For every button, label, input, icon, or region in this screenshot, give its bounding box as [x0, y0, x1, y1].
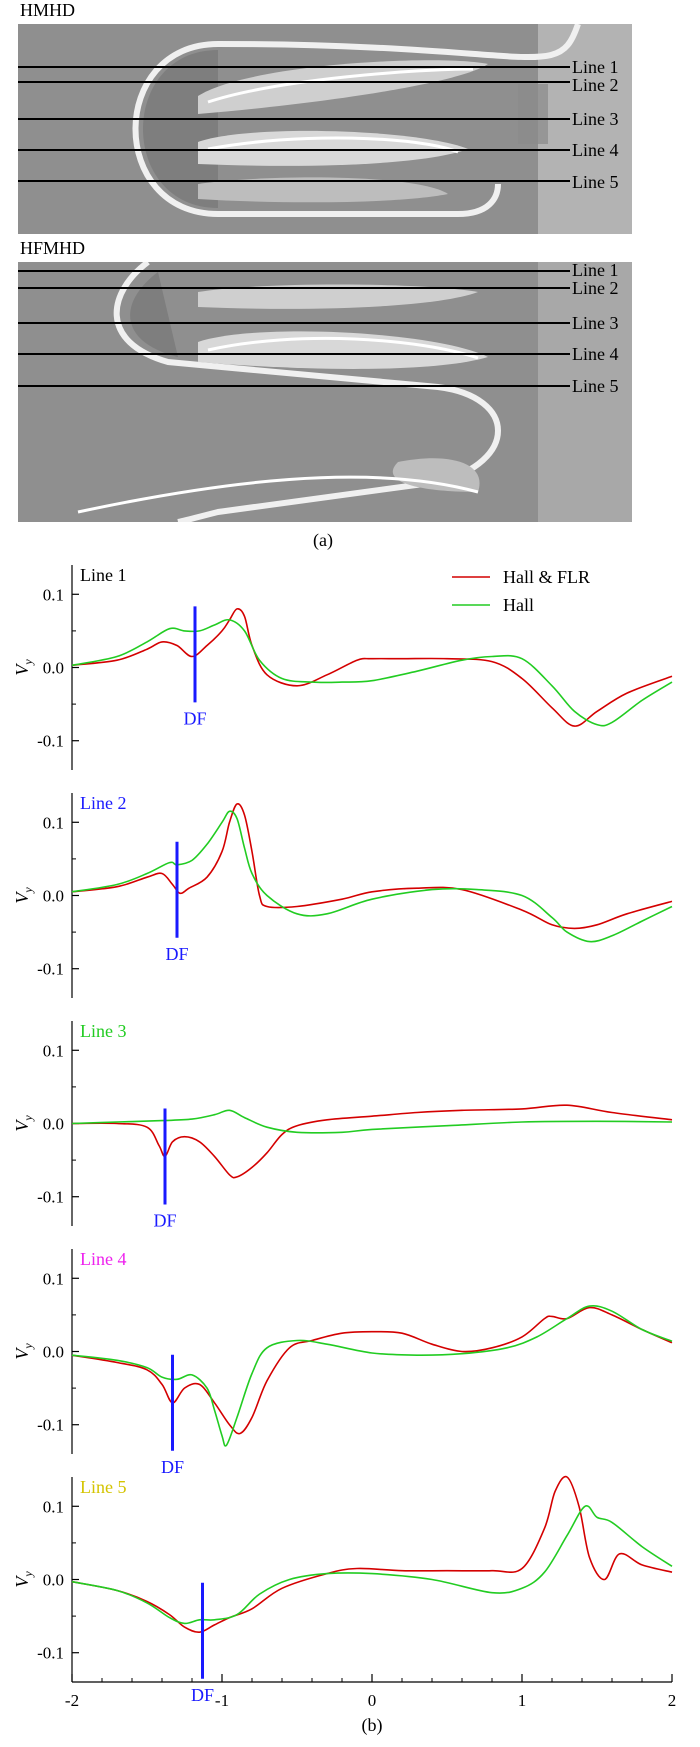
y-axis-label: Vy [12, 1115, 35, 1132]
y-tick-label: 0.0 [43, 1343, 64, 1362]
series-line-hall [71, 1109, 673, 1134]
series-line-hall [71, 1505, 673, 1625]
y-tick-label: -0.1 [37, 1416, 64, 1435]
legend-entry: Hall & FLR [503, 567, 590, 587]
hmhd-title: HMHD [20, 0, 76, 20]
df-label: DF [161, 1457, 184, 1477]
plot-4: -0.1 0.0 0.1 Vy Line 4 DF [12, 1249, 673, 1477]
caption-a: (a) [313, 530, 333, 550]
hfmhd-title: HFMHD [20, 238, 86, 258]
y-tick-label: -0.1 [37, 732, 64, 751]
y-axis-label-subscript: y [21, 1343, 35, 1350]
hmhd-contour [18, 24, 632, 234]
x-tick-label: 1 [518, 1691, 527, 1710]
y-axis-label-subscript: y [21, 659, 35, 666]
y-tick-label: 0.0 [43, 887, 64, 906]
hfmhd-line-1-label: Line 1 [572, 260, 619, 280]
plot-line-label: Line 5 [80, 1477, 127, 1497]
y-tick-label: 0.0 [43, 1571, 64, 1590]
y-axis-label: Vy [12, 887, 35, 904]
y-tick-label: 0.1 [43, 585, 64, 604]
df-label: DF [165, 944, 188, 964]
y-axis-label-subscript: y [21, 1115, 35, 1122]
x-tick-label: -1 [215, 1691, 229, 1710]
plot-3: -0.1 0.0 0.1 Vy Line 3 DF [12, 1021, 673, 1230]
y-tick-label: 0.0 [43, 659, 64, 678]
y-axis-label: Vy [12, 1343, 35, 1360]
y-axis-label: Vy [12, 659, 35, 676]
y-tick-label: -0.1 [37, 1644, 64, 1663]
hmhd-line-2-label: Line 2 [572, 75, 619, 95]
plot-line-label: Line 1 [80, 565, 127, 585]
caption-b: (b) [362, 1715, 383, 1736]
hfmhd-line-2-label: Line 2 [572, 278, 619, 298]
plot-line-label: Line 3 [80, 1021, 127, 1041]
df-label: DF [183, 708, 206, 728]
line-plots: -0.1 0.0 0.1 Vy Line 1 DF Hall & FLR Hall -0.1 0.… [12, 565, 677, 1736]
x-tick-label: -2 [65, 1691, 79, 1710]
y-axis-label-subscript: y [21, 1571, 35, 1578]
series-line-hall-flr [71, 803, 673, 930]
hmhd-line-1-label: Line 1 [572, 57, 619, 77]
plot-5: -0.1 0.0 0.1 Vy Line 5 DF -2 -1 0 1 2 (b) [12, 1475, 677, 1736]
plot-2: -0.1 0.0 0.1 Vy Line 2 DF [12, 793, 673, 998]
x-tick-label: 0 [368, 1691, 377, 1710]
y-axis-label-subscript: y [21, 887, 35, 894]
y-tick-label: 0.1 [43, 1041, 64, 1060]
y-tick-label: -0.1 [37, 1188, 64, 1207]
hmhd-line-5-label: Line 5 [572, 172, 619, 192]
legend-entry: Hall [503, 595, 534, 615]
y-tick-label: 0.1 [43, 813, 64, 832]
hmhd-line-3-label: Line 3 [572, 109, 619, 129]
df-label: DF [191, 1685, 214, 1705]
series-line-hall-flr [71, 1306, 673, 1435]
y-tick-label: 0.0 [43, 1115, 64, 1134]
plot-1: -0.1 0.0 0.1 Vy Line 1 DF Hall & FLR Hall [12, 565, 673, 770]
y-axis-label: Vy [12, 1571, 35, 1588]
series-line-hall [71, 618, 673, 727]
y-tick-label: 0.1 [43, 1497, 64, 1516]
hfmhd-line-3-label: Line 3 [572, 313, 619, 333]
hmhd-line-4-label: Line 4 [572, 140, 619, 160]
y-tick-label: 0.1 [43, 1269, 64, 1288]
hfmhd-line-5-label: Line 5 [572, 376, 619, 396]
series-line-hall-flr [71, 607, 673, 727]
plot-line-label: Line 2 [80, 793, 127, 813]
series-line-hall-flr [71, 1104, 673, 1179]
series-line-hall [71, 1305, 673, 1447]
series-line-hall-flr [71, 1475, 673, 1634]
hfmhd-contour [18, 262, 632, 522]
series-line-hall [71, 810, 673, 943]
x-tick-label: 2 [668, 1691, 677, 1710]
y-tick-label: -0.1 [37, 960, 64, 979]
plot-line-label: Line 4 [80, 1249, 127, 1269]
df-label: DF [153, 1210, 176, 1230]
hfmhd-line-4-label: Line 4 [572, 344, 619, 364]
